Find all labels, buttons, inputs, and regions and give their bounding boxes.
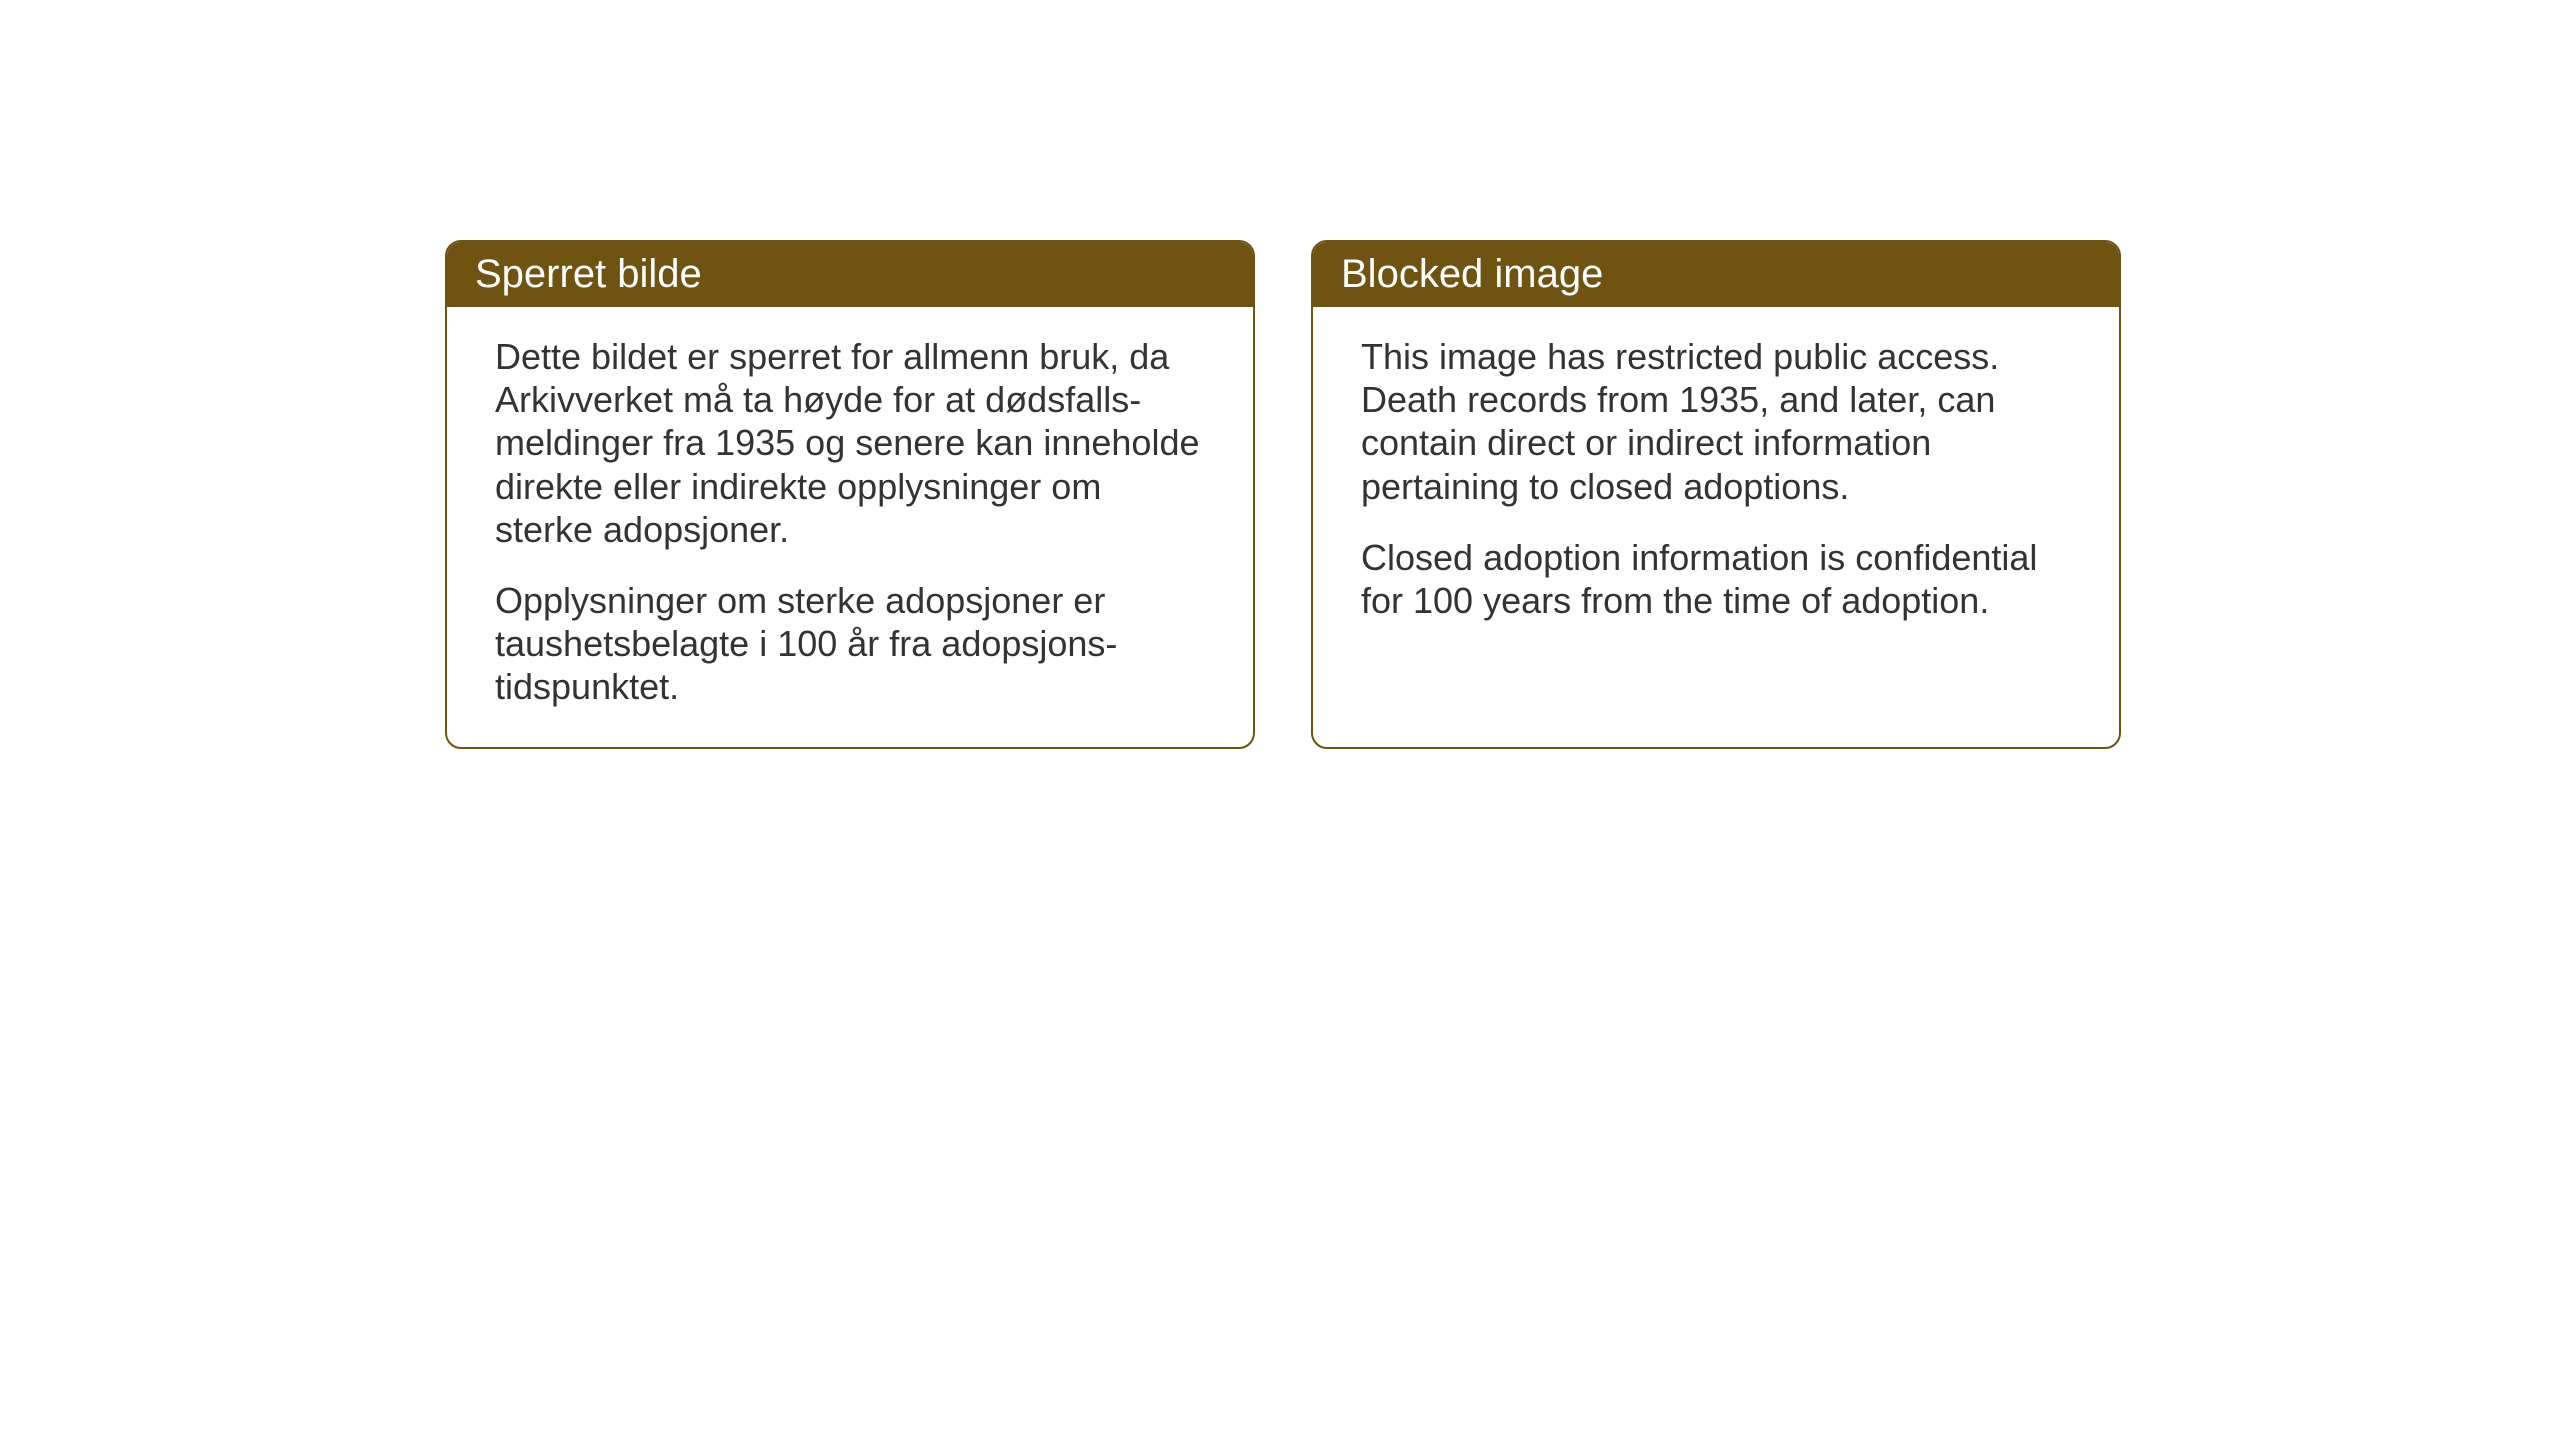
english-card-body: This image has restricted public access.… [1313,307,2119,660]
norwegian-card-body: Dette bildet er sperret for allmenn bruk… [447,307,1253,747]
norwegian-paragraph-2: Opplysninger om sterke adopsjoner er tau… [495,579,1205,709]
english-paragraph-2: Closed adoption information is confident… [1361,536,2071,622]
cards-container: Sperret bilde Dette bildet er sperret fo… [445,240,2121,749]
norwegian-card-header: Sperret bilde [447,242,1253,307]
norwegian-paragraph-1: Dette bildet er sperret for allmenn bruk… [495,335,1205,551]
english-card-header: Blocked image [1313,242,2119,307]
english-paragraph-1: This image has restricted public access.… [1361,335,2071,508]
english-card: Blocked image This image has restricted … [1311,240,2121,749]
norwegian-card: Sperret bilde Dette bildet er sperret fo… [445,240,1255,749]
